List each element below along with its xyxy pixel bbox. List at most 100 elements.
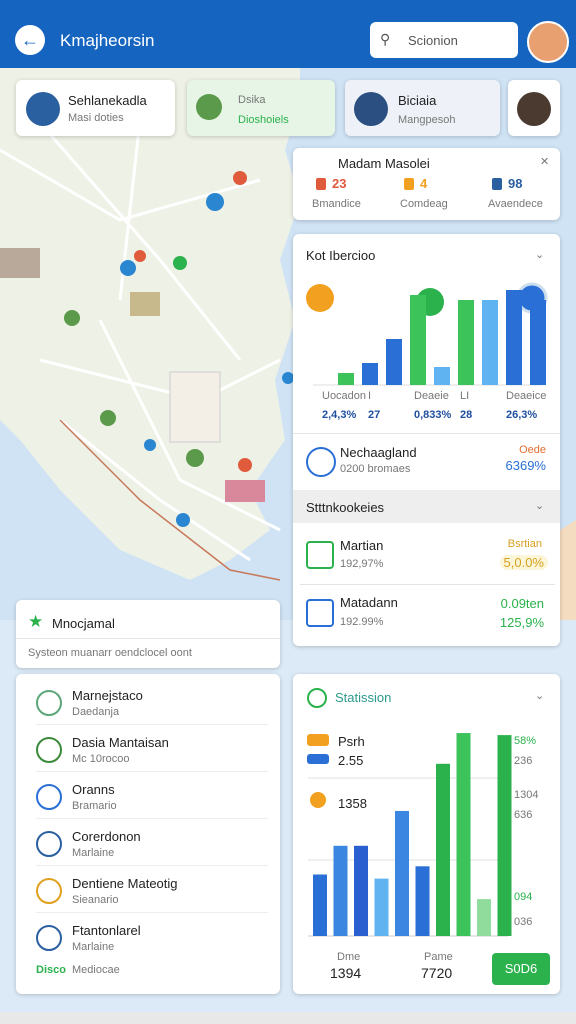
row-title: Matadann [340, 595, 398, 610]
card-avatar [26, 92, 60, 126]
bar [374, 878, 389, 936]
summary-card [293, 148, 560, 220]
item-subtitle: Marlaine [72, 941, 115, 953]
item-icon [36, 925, 62, 951]
list-card: Marnejstaco Daedanja Dasia Mantaisan Mc 10r… [16, 674, 280, 994]
chevron[interactable]: ⌄ [535, 249, 545, 261]
item-subtitle: Daedanja [72, 706, 120, 718]
item-icon [36, 878, 62, 904]
item-title: Dentiene Mateotig [72, 876, 178, 891]
item-title: Corerdonon [72, 829, 141, 844]
stat-icon [316, 178, 326, 190]
axis-label: 236 [514, 755, 533, 767]
bar [456, 733, 471, 936]
column-value: 26,3% [506, 409, 538, 421]
footer-tag: Disco [36, 964, 66, 976]
stat-label: Bmandice [312, 198, 361, 210]
kpi-title: Kot Ibercioo [306, 248, 376, 263]
row-tag: Bsrtian [507, 538, 542, 550]
stat-value: 23 [332, 176, 347, 191]
row-icon [306, 599, 334, 627]
divider [293, 433, 560, 434]
card-subtitle: Mangpesoh [398, 114, 456, 126]
item-icon [36, 690, 62, 716]
stats-icon [307, 688, 327, 708]
footer-label: Dme [337, 951, 361, 963]
chevron[interactable]: ⌄ [535, 500, 545, 512]
bar [313, 874, 327, 936]
card-subtitle: Masi doties [68, 112, 124, 124]
stats-title: Statission [335, 690, 392, 705]
row-icon [306, 447, 336, 477]
axis-label: 58% [514, 735, 537, 747]
axis-label: 636 [514, 809, 533, 821]
action-button[interactable]: S0D6 [492, 953, 550, 985]
column-value: 27 [368, 409, 381, 421]
row-title: Martian [340, 538, 384, 553]
bar [415, 866, 430, 936]
highlight-subtitle: 0200 bromaes [340, 463, 411, 475]
item-title: Oranns [72, 782, 115, 797]
avatar[interactable] [527, 21, 569, 63]
stats-label: Psrh [338, 734, 365, 749]
bar [530, 300, 546, 385]
item-subtitle: Bramario [72, 800, 117, 812]
bar [354, 845, 368, 936]
column-label: I [368, 390, 372, 402]
divider [36, 912, 268, 913]
item-icon [36, 784, 62, 810]
card-avatar [354, 92, 388, 126]
stats-label: 1358 [338, 796, 367, 811]
summary-stats: 23 Bmandice 4 Comdeag 98 Avaendece [312, 176, 566, 216]
nav-bar [0, 1012, 576, 1024]
divider [36, 818, 268, 819]
back-button[interactable]: ← [15, 25, 45, 55]
bar [333, 845, 348, 936]
bar [434, 367, 450, 385]
column-label: Uocadon [322, 390, 367, 402]
card-icon [196, 94, 222, 120]
column-label: Deaeie [414, 390, 449, 402]
item-subtitle: Sieanario [72, 894, 119, 906]
section-title: Stttnkookeies [306, 500, 385, 515]
item-icon [36, 737, 62, 763]
item-title: Marnejstaco [72, 688, 143, 703]
column-value: 2,4,3% [322, 409, 357, 421]
axis-label: 094 [514, 891, 533, 903]
bar [458, 300, 474, 385]
section-header [293, 490, 560, 523]
search-icon: ⚲ [380, 31, 391, 47]
summary-title: Madam Masolei [338, 156, 430, 171]
panel-header [16, 600, 280, 668]
footer-value: 1394 [330, 965, 362, 981]
divider [300, 584, 555, 585]
item-title: Ftantonlarel [72, 923, 141, 938]
bar [477, 899, 491, 936]
app-title: Kmajheorsin [60, 31, 155, 50]
close[interactable]: ✕ [540, 156, 550, 168]
chevron[interactable]: ⌄ [535, 690, 545, 702]
bar [386, 339, 402, 385]
column-label: Deaeice [506, 390, 547, 402]
stat-icon [404, 178, 414, 190]
axis-label: 036 [514, 916, 533, 928]
item-icon [36, 831, 62, 857]
stats-card [293, 674, 560, 994]
item-title: Dasia Mantaisan [72, 735, 169, 750]
bar [482, 300, 498, 385]
highlight-title: Nechaagland [340, 445, 417, 460]
stat-icon [492, 178, 502, 190]
stats-label: 2.55 [338, 753, 364, 768]
highlight-tag: Oede [519, 444, 546, 456]
card-title: Sehlanekadla [68, 93, 147, 108]
item-subtitle: Mc 10rocoo [72, 753, 130, 765]
highlight-value: 6369% [505, 458, 546, 473]
bar [497, 735, 512, 936]
divider [36, 724, 268, 725]
search-box[interactable] [370, 22, 518, 58]
kpi-chart [306, 282, 548, 386]
search-text: Scionion [408, 33, 458, 48]
bar [410, 295, 426, 385]
item-subtitle: Marlaine [72, 847, 115, 859]
